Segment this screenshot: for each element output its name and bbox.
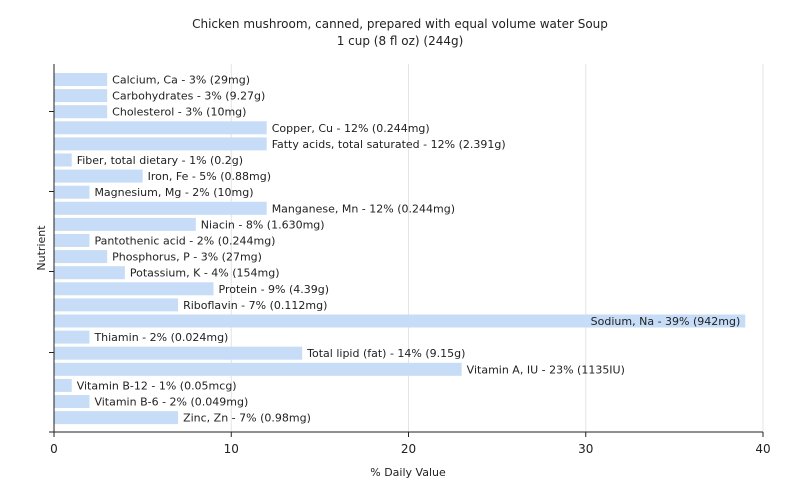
x-tick-label: 30	[578, 442, 593, 456]
x-tick-label: 10	[224, 442, 239, 456]
bar	[54, 217, 196, 231]
bar	[54, 282, 214, 296]
bar-data-label: Vitamin B-12 - 1% (0.05mcg)	[77, 379, 237, 392]
bar	[54, 395, 90, 408]
bar	[54, 234, 90, 247]
y-axis-ticks	[49, 111, 54, 433]
bar	[54, 121, 267, 135]
bar	[54, 105, 108, 119]
bar-data-label: Sodium, Na - 39% (942mg)	[591, 315, 741, 328]
bar-data-label: Thiamin - 2% (0.024mg)	[93, 331, 228, 344]
bar-data-label: Phosphorus, P - 3% (27mg)	[112, 251, 262, 264]
chart-title: Chicken mushroom, canned, prepared with …	[192, 17, 608, 31]
bar-data-label: Copper, Cu - 12% (0.244mg)	[272, 122, 430, 135]
bar-data-label: Potassium, K - 4% (154mg)	[130, 267, 280, 280]
bar-data-label: Vitamin A, IU - 23% (1135IU)	[467, 363, 625, 376]
bar	[54, 346, 303, 360]
bar-data-label: Cholesterol - 3% (10mg)	[112, 106, 246, 119]
x-axis-title: % Daily Value	[370, 466, 446, 479]
x-axis-ticks: 0 10 20 30 40	[50, 432, 771, 456]
bar	[54, 362, 462, 376]
bar	[54, 89, 108, 103]
x-tick-label: 40	[755, 442, 770, 456]
bar-labels: Calcium, Ca - 3% (29mg) Carbohydrates - 3…	[77, 74, 741, 425]
bar-data-label: Fiber, total dietary - 1% (0.2g)	[77, 154, 243, 167]
bar	[54, 153, 72, 167]
bar	[54, 298, 179, 312]
bar	[54, 73, 108, 86]
bar-data-label: Calcium, Ca - 3% (29mg)	[112, 74, 250, 87]
bar	[54, 185, 90, 199]
bar	[54, 266, 125, 280]
bar-data-label: Riboflavin - 7% (0.112mg)	[183, 299, 327, 312]
bar	[54, 378, 72, 392]
bar-data-label: Zinc, Zn - 7% (0.98mg)	[183, 412, 311, 425]
bar	[54, 137, 267, 151]
bar	[54, 169, 143, 183]
bar-data-label: Magnesium, Mg - 2% (10mg)	[94, 186, 253, 199]
bar-data-label: Total lipid (fat) - 14% (9.15g)	[306, 347, 465, 360]
bar-data-label: Protein - 9% (4.39g)	[219, 283, 330, 296]
bar-data-label: Carbohydrates - 3% (9.27g)	[112, 90, 265, 103]
bar	[54, 314, 746, 328]
bar-data-label: Fatty acids, total saturated - 12% (2.39…	[272, 138, 506, 151]
y-axis-title: Nutrient	[35, 225, 48, 271]
gridlines	[230, 64, 764, 432]
bar-data-label: Niacin - 8% (1.630mg)	[201, 218, 325, 231]
x-tick-label: 0	[50, 442, 58, 456]
chart-subtitle: 1 cup (8 fl oz) (244g)	[337, 34, 464, 48]
x-tick-label: 20	[401, 442, 416, 456]
bar	[54, 250, 108, 264]
bar-data-label: Vitamin B-6 - 2% (0.049mg)	[94, 396, 248, 409]
bar	[54, 330, 90, 344]
bar	[54, 411, 179, 425]
bars	[54, 73, 746, 425]
bar	[54, 201, 267, 215]
bar-data-label: Manganese, Mn - 12% (0.244mg)	[272, 202, 455, 215]
bar-data-label: Pantothenic acid - 2% (0.244mg)	[94, 235, 275, 248]
bar-data-label: Iron, Fe - 5% (0.88mg)	[148, 170, 271, 183]
